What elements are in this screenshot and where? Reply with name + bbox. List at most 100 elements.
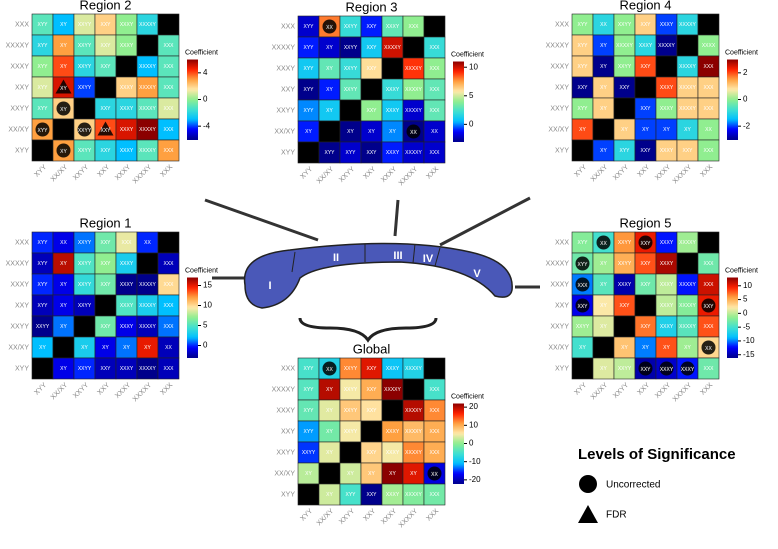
colorbar-step <box>453 467 464 470</box>
y-tick-label: XX/XY <box>548 344 569 351</box>
cell-label: XXXY <box>120 127 134 133</box>
colorbar-step <box>727 351 738 354</box>
cell-label: XXY <box>100 128 111 134</box>
colorbar-step <box>187 65 198 68</box>
colorbar-step <box>727 99 738 102</box>
heat-cell <box>423 483 446 506</box>
chart-title: Global <box>353 341 391 356</box>
colorbar-step <box>187 109 198 112</box>
colorbar-tick-label: 0 <box>469 439 474 448</box>
cell-label: XX <box>431 129 438 135</box>
y-tick-label: XXYY <box>276 107 295 114</box>
x-tick-label: XXXXY <box>132 164 154 186</box>
y-tick-label: XXY <box>281 428 295 435</box>
cell-label: XXY <box>703 304 714 310</box>
y-tick-label: XXYY <box>550 105 569 112</box>
cell-label: XXX <box>429 450 440 456</box>
x-tick-label: XX/XY <box>590 382 610 402</box>
colorbar-step <box>727 93 738 96</box>
cell-label: XXYY <box>576 324 590 330</box>
y-tick-label: XYY <box>15 365 29 372</box>
cell-label: XXX <box>703 282 714 288</box>
cell-label: XXY <box>640 106 651 112</box>
cell-label: XY <box>305 471 312 477</box>
y-tick-label: XXY <box>555 302 569 309</box>
colorbar-step <box>453 475 464 478</box>
cell-label: XXXY <box>639 43 653 49</box>
cell-label: XXX <box>429 66 440 72</box>
colorbar-step <box>187 113 198 116</box>
cell-label: XXYY <box>618 22 632 28</box>
x-tick-label: XXX <box>425 508 440 523</box>
cell-label: XY <box>600 282 607 288</box>
y-tick-label: XXX <box>555 239 569 246</box>
colorbar-step <box>453 131 464 134</box>
significance-marker <box>659 361 674 376</box>
cell-label: XXXY <box>120 106 134 112</box>
heat-cell <box>136 252 159 275</box>
colorbar-step <box>187 287 198 290</box>
cell-label: XXXY <box>120 43 134 49</box>
colorbar-step <box>727 65 738 68</box>
colorbar-step <box>727 323 738 326</box>
x-tick-label: XXXY <box>114 164 132 182</box>
colorbar-title: Coefficient <box>451 393 484 400</box>
colorbar-step <box>453 431 464 434</box>
heat-cell <box>94 294 117 317</box>
cell-label: XY <box>305 129 312 135</box>
colorbar-step <box>453 87 464 90</box>
chart-title: Region 1 <box>79 215 131 230</box>
y-tick-label: XXXXY <box>272 44 296 51</box>
cell-label: XXXXY <box>139 366 156 372</box>
x-tick-label: XX/XY <box>316 508 336 528</box>
colorbar-step <box>453 411 464 414</box>
colorbar-step <box>187 105 198 108</box>
colorbar-tick-label: 15 <box>203 281 212 290</box>
colorbar-step <box>727 71 738 74</box>
cell-label: XXX <box>703 106 714 112</box>
cell-label: XY <box>326 87 333 93</box>
callosum-diagram: I II III IV V <box>204 196 540 343</box>
colorbar-step <box>727 123 738 126</box>
cell-label: XY <box>684 127 691 133</box>
cell-label: XXYY <box>78 148 92 154</box>
colorbar-step <box>453 455 464 458</box>
colorbar-step <box>187 309 198 312</box>
colorbar-step <box>187 69 198 72</box>
segment-divider <box>434 247 441 267</box>
y-tick-label: XXYY <box>550 323 569 330</box>
cell-label: XXXY <box>120 324 134 330</box>
heat-cell <box>571 357 594 380</box>
cell-label: XXXXY <box>139 106 156 112</box>
heat-cell <box>613 97 636 120</box>
cell-label: XY <box>368 129 375 135</box>
y-tick-label: XXXY <box>550 63 569 70</box>
segment-label: V <box>473 268 481 280</box>
colorbar-step <box>187 83 198 86</box>
colorbar-step <box>453 477 464 480</box>
cell-label: XYY <box>577 262 588 268</box>
cell-label: XXXY <box>386 24 400 30</box>
colorbar-step <box>727 81 738 84</box>
cell-label: XXXXY <box>139 148 156 154</box>
x-tick-label: XXX <box>425 166 440 181</box>
cell-label: XYY <box>37 85 48 91</box>
segment-label: II <box>333 252 339 264</box>
y-tick-label: XXXXY <box>546 260 570 267</box>
x-tick-label: XXY <box>636 164 651 179</box>
colorbar-title: Coefficient <box>185 267 218 274</box>
cell-label: XXXXY <box>679 240 696 246</box>
colorbar-step <box>727 125 738 128</box>
heat-cell <box>571 139 594 162</box>
colorbar-title: Coefficient <box>725 267 758 274</box>
cell-label: XXYY <box>78 128 92 134</box>
segment-label: III <box>393 250 402 262</box>
colorbar-step <box>727 311 738 314</box>
x-tick-label: XXYY <box>338 166 356 184</box>
colorbar-step <box>453 425 464 428</box>
heat-cell <box>676 34 699 57</box>
heat-cell <box>73 97 96 120</box>
cell-label: XXX <box>429 45 440 51</box>
